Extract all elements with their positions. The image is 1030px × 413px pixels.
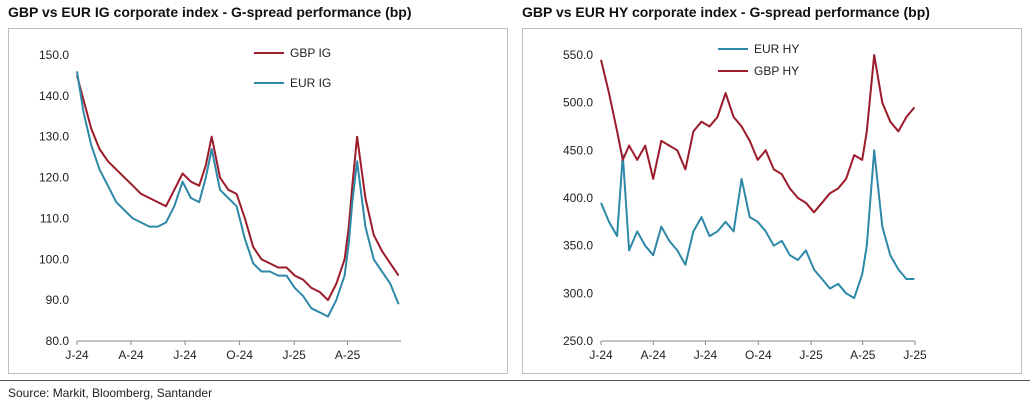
x-tick-label: J-25 bbox=[283, 348, 307, 362]
source-note: Source: Markit, Bloomberg, Santander bbox=[8, 386, 213, 400]
series-line-gbp-hy bbox=[600, 54, 916, 214]
y-tick-label: 250.0 bbox=[563, 334, 593, 348]
x-tick-label: A-24 bbox=[641, 348, 667, 362]
chart-panel-ig: 80.0 90.0 100.0 110.0 120.0 130.0 140.0 150.0 J-… bbox=[8, 28, 508, 374]
source-divider bbox=[0, 380, 1030, 381]
y-tick-label: 90.0 bbox=[46, 293, 70, 307]
x-tick-label: J-24 bbox=[694, 348, 718, 362]
chart-hy-svg: 250.0 300.0 350.0 400.0 450.0 500.0 550.0 J-24 A… bbox=[563, 42, 927, 362]
legend-label: EUR HY bbox=[754, 42, 799, 56]
y-tick-label: 100.0 bbox=[39, 252, 69, 266]
y-tick-label: 400.0 bbox=[563, 191, 593, 205]
x-tick-label: J-25 bbox=[799, 348, 823, 362]
x-tick-label: A-25 bbox=[335, 348, 361, 362]
series-line-gbp-ig bbox=[76, 75, 400, 302]
x-tick-label: J-24 bbox=[173, 348, 197, 362]
x-tick-label: J-24 bbox=[65, 348, 89, 362]
y-tick-label: 140.0 bbox=[39, 89, 69, 103]
y-tick-label: 110.0 bbox=[40, 211, 69, 225]
y-tick-label: 120.0 bbox=[39, 171, 69, 185]
y-tick-label: 500.0 bbox=[563, 96, 593, 110]
series-line-eur-hy bbox=[600, 149, 915, 300]
series-line-eur-ig bbox=[76, 71, 400, 318]
x-tick-label: A-24 bbox=[118, 348, 144, 362]
x-tick-label: J-25 bbox=[903, 348, 927, 362]
y-tick-label: 80.0 bbox=[46, 334, 70, 348]
chart-ig-svg: 80.0 90.0 100.0 110.0 120.0 130.0 140.0 150.0 J-… bbox=[39, 46, 401, 362]
legend-label: GBP IG bbox=[290, 46, 331, 60]
y-tick-label: 350.0 bbox=[563, 239, 593, 253]
y-tick-label: 130.0 bbox=[39, 130, 69, 144]
legend-label: GBP HY bbox=[754, 64, 799, 78]
y-tick-label: 550.0 bbox=[563, 48, 593, 62]
chart-title-right: GBP vs EUR HY corporate index - G-spread… bbox=[522, 4, 930, 20]
x-tick-label: O-24 bbox=[226, 348, 253, 362]
y-tick-label: 450.0 bbox=[563, 143, 593, 157]
x-tick-label: J-24 bbox=[589, 348, 613, 362]
y-tick-label: 150.0 bbox=[39, 48, 69, 62]
chart-panel-hy: 250.0 300.0 350.0 400.0 450.0 500.0 550.0 J-24 A… bbox=[522, 28, 1022, 374]
chart-title-left: GBP vs EUR IG corporate index - G-spread… bbox=[8, 4, 412, 20]
y-tick-label: 300.0 bbox=[563, 286, 593, 300]
legend-label: EUR IG bbox=[290, 76, 331, 90]
x-tick-label: A-25 bbox=[850, 348, 876, 362]
x-tick-label: O-24 bbox=[745, 348, 772, 362]
